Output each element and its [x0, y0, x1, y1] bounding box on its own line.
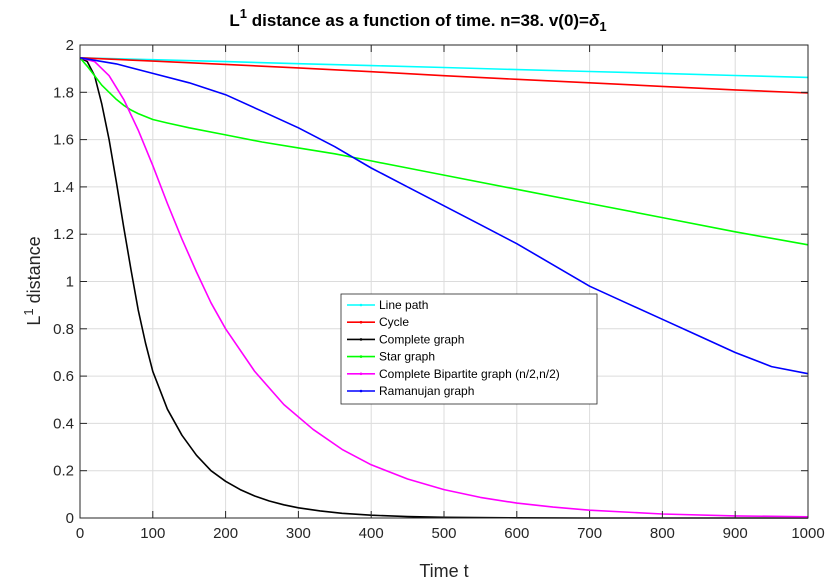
x-axis-label: Time t [419, 561, 468, 581]
legend: Line path Cycle Complete graph Star graph Co… [340, 293, 598, 405]
x-tick-label: 100 [140, 525, 165, 542]
chart-title: L1 distance as a function of time. n=38.… [229, 6, 606, 34]
axis-ticks: 0 100 200 300 400 500 600 700 800 900 1000 0 0.2 0.4 0… [53, 37, 825, 542]
x-tick-label: 0 [76, 525, 84, 542]
x-tick-label: 300 [286, 525, 311, 542]
y-tick-label: 0.6 [53, 368, 74, 385]
legend-label-5: Ramanujan graph [379, 384, 474, 398]
y-tick-label: 0 [66, 510, 74, 527]
legend-marker-2 [359, 338, 363, 341]
y-tick-label: 1.2 [53, 226, 74, 243]
x-tick-label: 200 [213, 525, 238, 542]
x-tick-label: 1000 [791, 525, 824, 542]
y-tick-label: 0.8 [53, 321, 74, 338]
y-axis-label: L1 distance [21, 236, 44, 325]
y-tick-label: 1.4 [53, 179, 74, 196]
series-layer [79, 57, 809, 519]
x-tick-label: 900 [723, 525, 748, 542]
y-tick-label: 2 [66, 37, 74, 54]
x-tick-label: 800 [650, 525, 675, 542]
series-line-1 [79, 57, 809, 94]
legend-marker-0 [359, 303, 363, 307]
legend-label-4: Complete Bipartite graph (n/2,n/2) [379, 367, 560, 381]
legend-marker-3 [359, 355, 363, 358]
y-tick-label: 1.8 [53, 84, 74, 101]
x-tick-label: 700 [577, 525, 602, 542]
series-line-0 [79, 57, 809, 79]
x-tick-label: 600 [504, 525, 529, 542]
series-line-4 [79, 57, 809, 518]
legend-label-1: Cycle [379, 315, 409, 329]
legend-marker-5 [359, 389, 363, 393]
legend-box [340, 293, 598, 405]
y-tick-label: 1 [66, 274, 74, 291]
series-line-3 [79, 57, 809, 246]
y-tick-label: 0.2 [53, 463, 74, 480]
legend-marker-4 [359, 372, 363, 376]
x-tick-label: 400 [359, 525, 384, 542]
series-line-5 [79, 57, 809, 375]
legend-marker-1 [359, 320, 363, 324]
x-tick-label: 500 [431, 525, 456, 542]
y-tick-label: 1.6 [53, 132, 74, 149]
legend-label-2: Complete graph [379, 332, 464, 346]
y-tick-label: 0.4 [53, 415, 74, 432]
legend-label-3: Star graph [379, 350, 435, 364]
legend-label-0: Line path [379, 298, 428, 312]
